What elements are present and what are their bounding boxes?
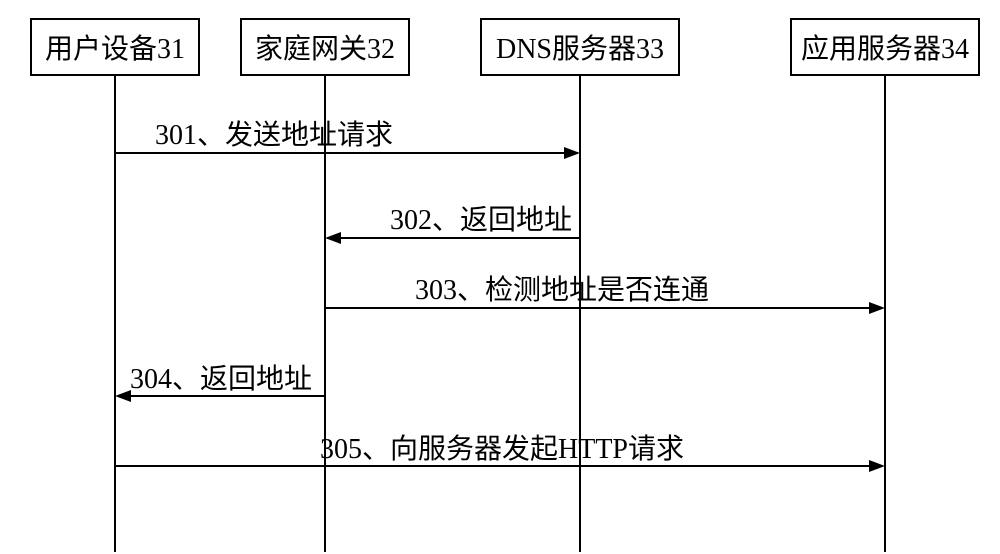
message-label-m301: 301、发送地址请求: [155, 113, 393, 153]
message-label-m305: 305、向服务器发起HTTP请求: [320, 427, 684, 467]
message-label-m302: 302、返回地址: [390, 198, 572, 238]
message-label-m303: 303、检测地址是否连通: [415, 268, 709, 308]
message-label-m304: 304、返回地址: [130, 357, 312, 397]
sequence-diagram: 用户设备31家庭网关32DNS服务器33应用服务器34301、发送地址请求302…: [0, 0, 1000, 554]
